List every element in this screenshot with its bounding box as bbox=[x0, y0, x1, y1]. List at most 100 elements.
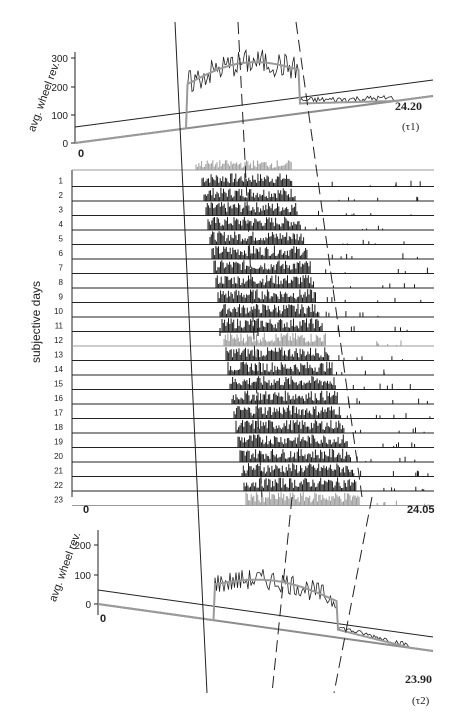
peak-guide-dashed-lower bbox=[271, 496, 293, 694]
onset-guide-line bbox=[174, 21, 208, 694]
day-activity-17 bbox=[233, 405, 342, 419]
day-sparse-activity-11 bbox=[337, 326, 408, 332]
day-activity-5 bbox=[209, 231, 305, 245]
day-sparse-activity-19 bbox=[382, 442, 416, 448]
day-label-5: 5 bbox=[59, 235, 64, 244]
day-sparse-activity-5 bbox=[342, 239, 405, 245]
bottom-tick-label-100: 100 bbox=[74, 571, 91, 582]
top-y-axis-label: avg. wheel rev. bbox=[26, 61, 62, 134]
day-sparse-activity-4 bbox=[304, 225, 384, 230]
top-tick-label-100: 100 bbox=[51, 111, 68, 122]
day-activity-7 bbox=[213, 260, 311, 274]
top-tick-label-0: 0 bbox=[62, 139, 68, 150]
actogram-x-tick-label-end: 24.05 bbox=[407, 504, 435, 516]
day-label-23: 23 bbox=[54, 496, 63, 505]
day-label-17: 17 bbox=[54, 409, 63, 418]
day-activity-1 bbox=[201, 173, 293, 187]
top-tick-label-200: 200 bbox=[51, 83, 68, 94]
bottom-x-tick-label-0: 0 bbox=[100, 613, 106, 625]
day-sparse-activity-15 bbox=[352, 383, 411, 390]
day-activity-3 bbox=[205, 202, 298, 216]
day-label-22: 22 bbox=[54, 481, 63, 490]
day-activity-11 bbox=[221, 318, 323, 332]
day-sparse-activity-3 bbox=[318, 210, 412, 216]
day-sparse-activity-13 bbox=[338, 355, 403, 361]
bottom-activity-panel: 200 100 0 avg. wheel rev. 0 23.90 (τ2) bbox=[47, 530, 434, 707]
day-activity-6 bbox=[211, 245, 308, 259]
bottom-smoothed-activity-trace bbox=[97, 578, 433, 652]
day-sparse-activity-12 bbox=[376, 340, 402, 346]
top-smoothed-activity-trace bbox=[74, 61, 433, 144]
day-sparse-activity-8 bbox=[332, 283, 415, 288]
actogram-x-tick-label-0: 0 bbox=[83, 504, 89, 516]
day-activity-16 bbox=[231, 390, 338, 404]
day-label-16: 16 bbox=[54, 394, 63, 403]
day-activity-10 bbox=[219, 303, 320, 317]
day-label-19: 19 bbox=[54, 438, 63, 447]
day-sparse-activity-10 bbox=[325, 311, 379, 317]
day-sparse-activity-20 bbox=[356, 456, 416, 462]
day-activity-13 bbox=[225, 347, 330, 361]
bottom-tick-label-200: 200 bbox=[74, 541, 91, 552]
onset-shift-bracket bbox=[219, 328, 259, 336]
day-label-8: 8 bbox=[59, 278, 64, 287]
day-label-9: 9 bbox=[59, 293, 64, 302]
day-label-18: 18 bbox=[54, 423, 63, 432]
pre-day-activity bbox=[195, 160, 292, 170]
day-label-3: 3 bbox=[59, 206, 64, 215]
actogram-y-axis-label: subjective days bbox=[29, 281, 43, 363]
day-sparse-activity-2 bbox=[338, 196, 419, 201]
day-sparse-activity-18 bbox=[355, 427, 425, 433]
day-activity-4 bbox=[207, 216, 301, 230]
top-period-value: 24.20 bbox=[395, 99, 422, 113]
top-x-tick-label-0: 0 bbox=[78, 148, 84, 160]
actogram-panel: subjective days 123456789101112131415161… bbox=[29, 160, 435, 516]
guide-lines bbox=[174, 21, 373, 694]
day-sparse-activity-23 bbox=[376, 500, 429, 506]
day-sparse-activity-14 bbox=[336, 369, 385, 375]
day-label-4: 4 bbox=[59, 220, 64, 229]
top-average-activity-trace bbox=[74, 48, 433, 144]
day-activity-23 bbox=[245, 492, 360, 506]
day-activity-14 bbox=[227, 361, 333, 375]
day-label-11: 11 bbox=[55, 322, 64, 331]
bottom-y-axis-label: avg. wheel rev. bbox=[47, 531, 83, 604]
bottom-tick-label-0: 0 bbox=[85, 600, 91, 611]
bottom-period-symbol: (τ2) bbox=[412, 695, 430, 707]
bottom-period-value: 23.90 bbox=[405, 672, 432, 686]
day-activity-8 bbox=[215, 274, 314, 288]
day-label-10: 10 bbox=[54, 307, 63, 316]
day-label-14: 14 bbox=[54, 365, 63, 374]
day-activity-22 bbox=[243, 477, 357, 491]
day-sparse-activity-1 bbox=[331, 180, 421, 187]
peak-guide-dashed-upper bbox=[237, 21, 263, 498]
day-activity-15 bbox=[229, 376, 336, 390]
day-label-13: 13 bbox=[54, 351, 63, 360]
day-activity-12 bbox=[223, 332, 326, 346]
day-sparse-activity-9 bbox=[326, 297, 422, 303]
top-baseline-upper bbox=[74, 79, 434, 128]
day-sparse-activity-7 bbox=[325, 267, 429, 274]
offset-guide-dashed-lower bbox=[333, 496, 373, 694]
day-activity-2 bbox=[203, 187, 296, 201]
day-label-7: 7 bbox=[59, 264, 64, 273]
top-period-symbol: (τ1) bbox=[402, 121, 420, 133]
day-label-20: 20 bbox=[54, 452, 63, 461]
day-label-6: 6 bbox=[59, 249, 64, 258]
offset-guide-dashed-upper bbox=[295, 21, 363, 498]
day-activity-19 bbox=[237, 434, 348, 448]
day-label-1: 1 bbox=[59, 177, 64, 186]
day-sparse-activity-6 bbox=[331, 253, 418, 259]
day-activity-18 bbox=[235, 419, 345, 433]
day-label-2: 2 bbox=[59, 191, 64, 200]
day-label-21: 21 bbox=[54, 467, 63, 476]
day-sparse-activity-17 bbox=[346, 413, 431, 419]
day-sparse-activity-21 bbox=[360, 470, 429, 477]
day-activity-21 bbox=[241, 463, 355, 477]
bottom-baseline-upper bbox=[97, 589, 434, 638]
day-label-15: 15 bbox=[54, 380, 63, 389]
day-activity-20 bbox=[239, 448, 351, 462]
top-tick-label-300: 300 bbox=[51, 54, 68, 65]
